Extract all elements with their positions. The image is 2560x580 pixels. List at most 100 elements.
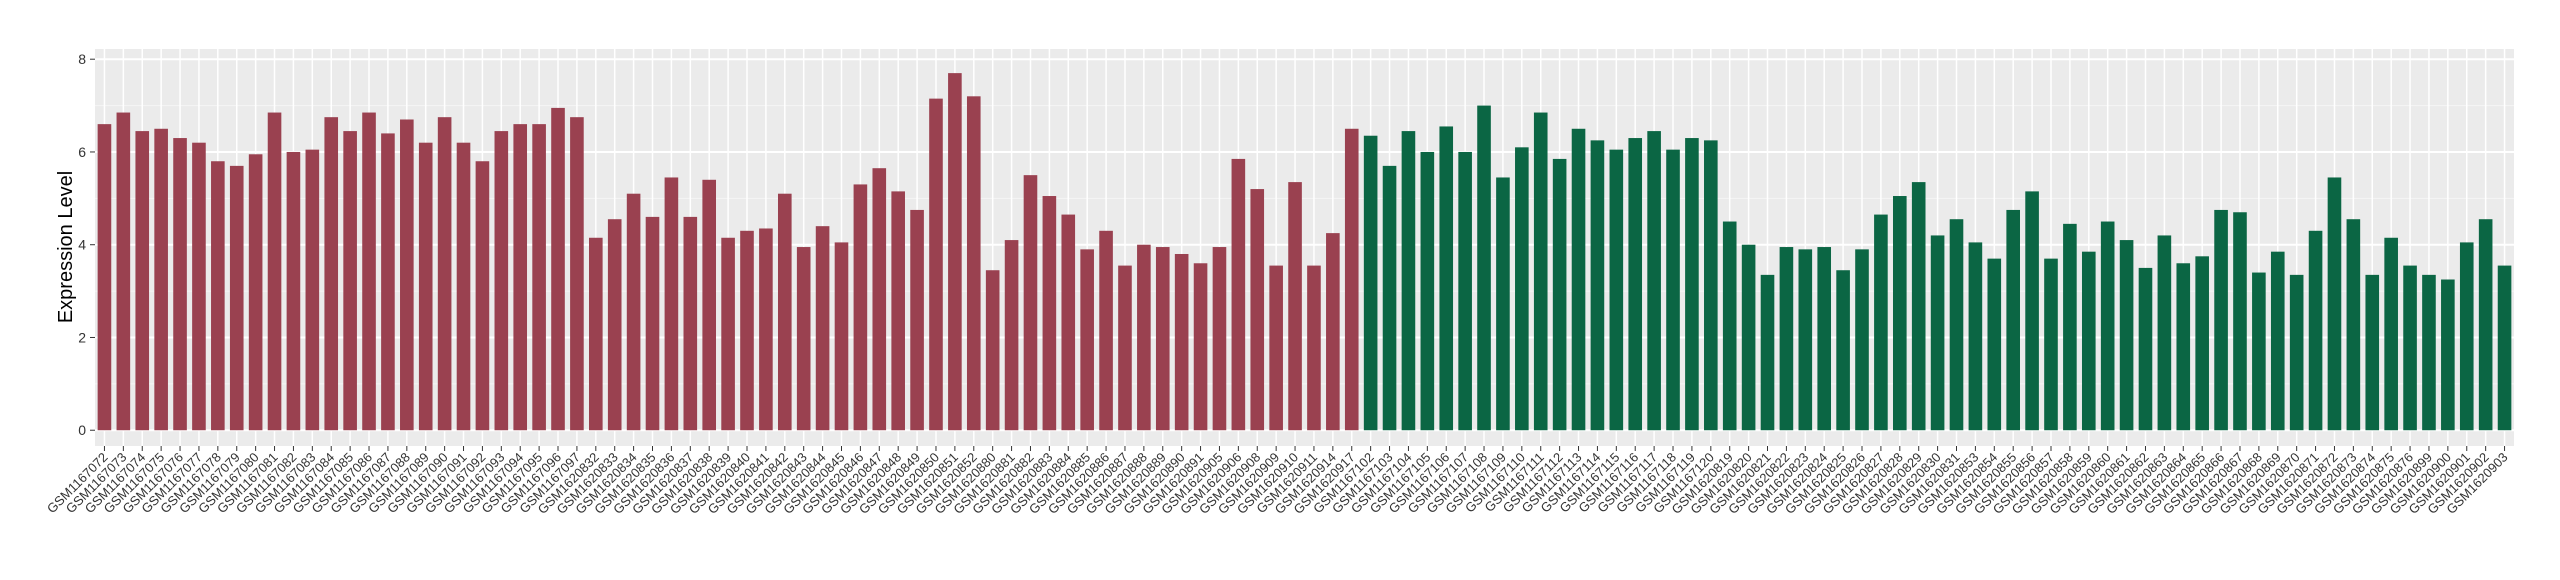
bar (1515, 147, 1529, 431)
bar (607, 219, 622, 431)
bar (1855, 249, 1869, 431)
bar (1401, 131, 1416, 431)
bar (154, 128, 168, 431)
bar (456, 142, 471, 431)
bar (2365, 274, 2380, 431)
bar (1987, 258, 2002, 431)
bar (343, 131, 357, 431)
bar (872, 168, 887, 431)
bar (475, 161, 490, 431)
bar (286, 151, 301, 431)
bar (1174, 253, 1189, 431)
bar (1968, 242, 1983, 431)
bar (1382, 165, 1397, 431)
bar (494, 131, 509, 431)
bar (2138, 267, 2153, 431)
bar (1704, 140, 1718, 431)
y-tick-label: 2 (78, 329, 86, 345)
bar (2025, 191, 2039, 431)
bar (1533, 112, 1548, 431)
bar (1231, 158, 1246, 431)
bar (2441, 279, 2455, 431)
bar (626, 193, 641, 431)
bar (2157, 235, 2172, 431)
bar (1779, 247, 1794, 431)
bar (721, 237, 735, 431)
bar (1930, 235, 1945, 431)
bar (1004, 240, 1019, 431)
bar (1892, 196, 1907, 431)
bar (229, 165, 244, 431)
bar (1155, 247, 1170, 431)
bar (1911, 182, 1926, 431)
bar (2119, 240, 2134, 431)
bar (1439, 126, 1454, 431)
bar (683, 216, 698, 431)
bar (1080, 249, 1094, 431)
bar (267, 112, 282, 431)
bar (532, 124, 546, 431)
bar (2214, 209, 2228, 431)
bar (1685, 138, 1699, 431)
bar (1420, 151, 1435, 431)
bar (948, 73, 962, 431)
bar (1836, 270, 1850, 431)
y-tick-label: 6 (78, 144, 86, 160)
bar (1647, 131, 1661, 431)
bar (2100, 221, 2115, 431)
bar (2497, 265, 2512, 431)
bar (1571, 128, 1586, 431)
bar (2422, 274, 2436, 431)
bar (1552, 158, 1567, 431)
bar (1269, 265, 1283, 431)
bar (1023, 175, 1038, 431)
bar (1760, 274, 1775, 431)
bar (910, 209, 924, 431)
bar (2384, 237, 2398, 431)
bar (834, 242, 849, 431)
bar (211, 161, 225, 431)
bar (1817, 247, 1832, 431)
bar (966, 96, 981, 431)
bar (1477, 105, 1491, 431)
y-axis-label: Expression Level (55, 171, 77, 323)
bar (891, 191, 905, 431)
bar (2081, 251, 2096, 431)
bar (2233, 212, 2247, 431)
bar (1288, 182, 1302, 431)
bar (1118, 265, 1132, 431)
bar (1609, 149, 1624, 431)
bar (1722, 221, 1737, 431)
bar (135, 131, 150, 431)
bar (2327, 177, 2342, 431)
bar (381, 133, 395, 431)
bar (759, 228, 773, 431)
bar (2346, 219, 2361, 431)
bar (2270, 251, 2285, 431)
bar (173, 138, 187, 431)
bar (929, 98, 943, 431)
bar (589, 237, 603, 431)
bar (645, 216, 660, 431)
bar (1666, 149, 1680, 431)
bar (116, 112, 131, 431)
bar (248, 154, 263, 431)
bar (1307, 265, 1321, 431)
bar (551, 107, 565, 431)
bar (2006, 209, 2020, 431)
bar (1193, 263, 1208, 431)
bar (2459, 242, 2474, 431)
y-tick-label: 0 (78, 422, 86, 438)
bar (1137, 244, 1151, 431)
bar (1326, 233, 1340, 431)
bar (1250, 189, 1265, 431)
bar (2176, 263, 2191, 431)
bar (2403, 265, 2417, 431)
bar (192, 142, 206, 431)
bar (1212, 247, 1227, 431)
bar (437, 117, 452, 431)
bar (305, 149, 320, 431)
bar (2289, 274, 2304, 431)
bar (2063, 223, 2077, 431)
bar (1344, 128, 1359, 431)
